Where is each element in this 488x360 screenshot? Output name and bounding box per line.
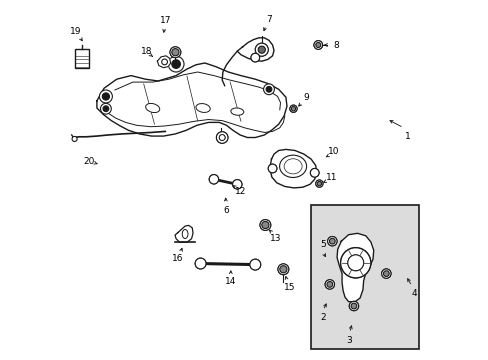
Polygon shape xyxy=(237,38,273,61)
Ellipse shape xyxy=(230,108,243,115)
Text: 15: 15 xyxy=(283,283,295,292)
Text: 10: 10 xyxy=(327,147,339,156)
Circle shape xyxy=(268,164,276,173)
Circle shape xyxy=(329,238,335,244)
Circle shape xyxy=(381,269,390,278)
Polygon shape xyxy=(175,225,193,242)
Circle shape xyxy=(171,60,180,68)
Circle shape xyxy=(209,175,218,184)
Circle shape xyxy=(103,106,108,112)
Text: 16: 16 xyxy=(172,254,183,263)
Circle shape xyxy=(347,255,363,271)
Circle shape xyxy=(232,180,242,189)
Circle shape xyxy=(313,41,322,49)
Circle shape xyxy=(216,132,227,143)
Circle shape xyxy=(232,180,242,189)
Circle shape xyxy=(315,180,322,187)
Circle shape xyxy=(162,59,167,65)
Circle shape xyxy=(99,90,112,103)
Text: 4: 4 xyxy=(411,289,416,298)
Circle shape xyxy=(263,84,274,95)
Text: 14: 14 xyxy=(224,277,236,286)
Circle shape xyxy=(195,258,205,269)
Circle shape xyxy=(170,47,181,58)
Polygon shape xyxy=(336,233,373,302)
Text: 2: 2 xyxy=(320,313,325,322)
Ellipse shape xyxy=(145,103,160,113)
Circle shape xyxy=(350,303,356,309)
Circle shape xyxy=(327,237,336,246)
Circle shape xyxy=(310,168,318,177)
Text: 9: 9 xyxy=(303,94,309,103)
Text: 7: 7 xyxy=(265,15,271,24)
Circle shape xyxy=(315,42,320,48)
Ellipse shape xyxy=(284,159,302,174)
Circle shape xyxy=(72,136,77,141)
Ellipse shape xyxy=(182,230,187,239)
Text: 6: 6 xyxy=(223,206,228,215)
Text: 13: 13 xyxy=(270,234,282,243)
Circle shape xyxy=(310,168,318,177)
Circle shape xyxy=(325,280,334,289)
Circle shape xyxy=(171,49,179,56)
Circle shape xyxy=(383,271,388,276)
Circle shape xyxy=(250,53,259,62)
Circle shape xyxy=(291,107,295,111)
Circle shape xyxy=(277,264,288,275)
Text: 8: 8 xyxy=(333,41,339,50)
Bar xyxy=(310,205,418,349)
Circle shape xyxy=(258,46,265,53)
Text: 11: 11 xyxy=(325,173,337,182)
Text: 17: 17 xyxy=(160,17,171,26)
Circle shape xyxy=(101,103,111,114)
Circle shape xyxy=(348,301,358,311)
Circle shape xyxy=(279,266,286,273)
Polygon shape xyxy=(270,149,316,188)
Circle shape xyxy=(170,47,181,58)
Text: 18: 18 xyxy=(141,47,152,56)
Text: 12: 12 xyxy=(235,187,246,196)
Circle shape xyxy=(265,86,271,92)
Circle shape xyxy=(289,105,296,112)
Circle shape xyxy=(255,43,268,56)
Circle shape xyxy=(249,259,260,270)
Circle shape xyxy=(340,248,370,278)
Polygon shape xyxy=(97,63,286,138)
Circle shape xyxy=(340,248,370,278)
Circle shape xyxy=(289,105,296,112)
Circle shape xyxy=(381,269,390,278)
Circle shape xyxy=(209,175,218,184)
Circle shape xyxy=(325,280,334,289)
Circle shape xyxy=(216,132,227,143)
Text: 1: 1 xyxy=(405,132,410,141)
Circle shape xyxy=(317,181,321,186)
Circle shape xyxy=(261,221,268,229)
Polygon shape xyxy=(157,56,170,68)
Text: 5: 5 xyxy=(320,240,325,249)
Ellipse shape xyxy=(279,155,306,177)
Circle shape xyxy=(347,255,363,271)
Circle shape xyxy=(219,135,224,140)
Text: 3: 3 xyxy=(346,336,352,345)
Circle shape xyxy=(260,220,270,230)
Bar xyxy=(75,49,89,68)
Circle shape xyxy=(326,282,332,287)
Circle shape xyxy=(327,237,336,246)
Circle shape xyxy=(348,301,358,311)
Circle shape xyxy=(219,135,224,140)
Circle shape xyxy=(195,258,205,269)
Circle shape xyxy=(315,180,322,187)
Circle shape xyxy=(250,53,259,62)
Circle shape xyxy=(249,259,260,270)
Circle shape xyxy=(268,164,276,173)
Ellipse shape xyxy=(196,104,210,112)
Circle shape xyxy=(168,56,183,72)
Circle shape xyxy=(313,41,322,49)
Text: 19: 19 xyxy=(70,27,81,36)
Circle shape xyxy=(277,264,288,275)
Circle shape xyxy=(260,220,270,230)
Text: 20: 20 xyxy=(83,157,95,166)
Circle shape xyxy=(255,43,268,56)
Circle shape xyxy=(102,93,109,100)
